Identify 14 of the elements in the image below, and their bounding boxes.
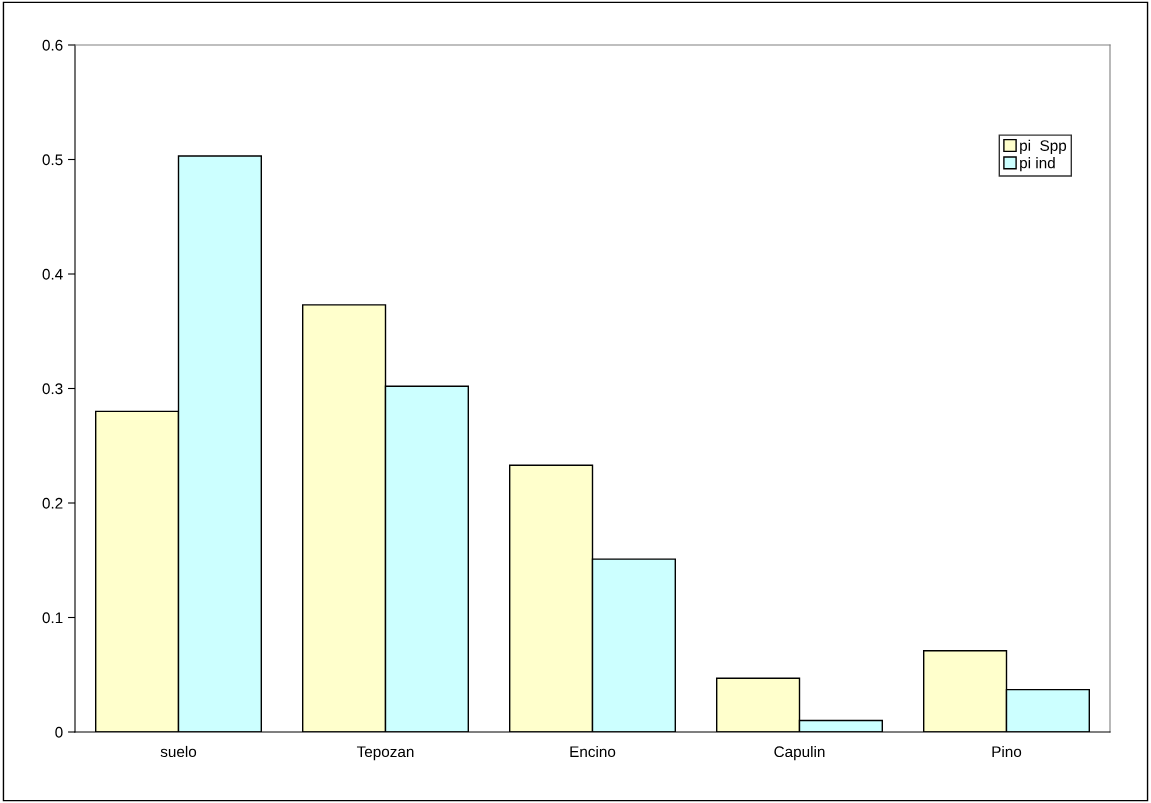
legend-label: pi Spp	[1020, 139, 1067, 154]
y-tick-label: 0.3	[42, 383, 63, 395]
legend-label: pi ind	[1020, 157, 1055, 172]
x-tick-label: Pino	[992, 745, 1022, 758]
y-tick-label: 0.1	[42, 612, 63, 624]
y-tick-label: 0.6	[42, 39, 63, 51]
y-tick-label: 0.4	[42, 268, 63, 280]
x-tick-label: suelo	[160, 745, 197, 758]
y-tick-label: 0.5	[42, 154, 63, 166]
y-tick-label: 0	[55, 726, 63, 738]
y-tick-label: 0.2	[42, 497, 63, 509]
x-tick-label: Tepozan	[356, 746, 414, 761]
x-tick-label: Capulin	[774, 745, 825, 761]
x-tick-label: Encino	[570, 745, 616, 758]
